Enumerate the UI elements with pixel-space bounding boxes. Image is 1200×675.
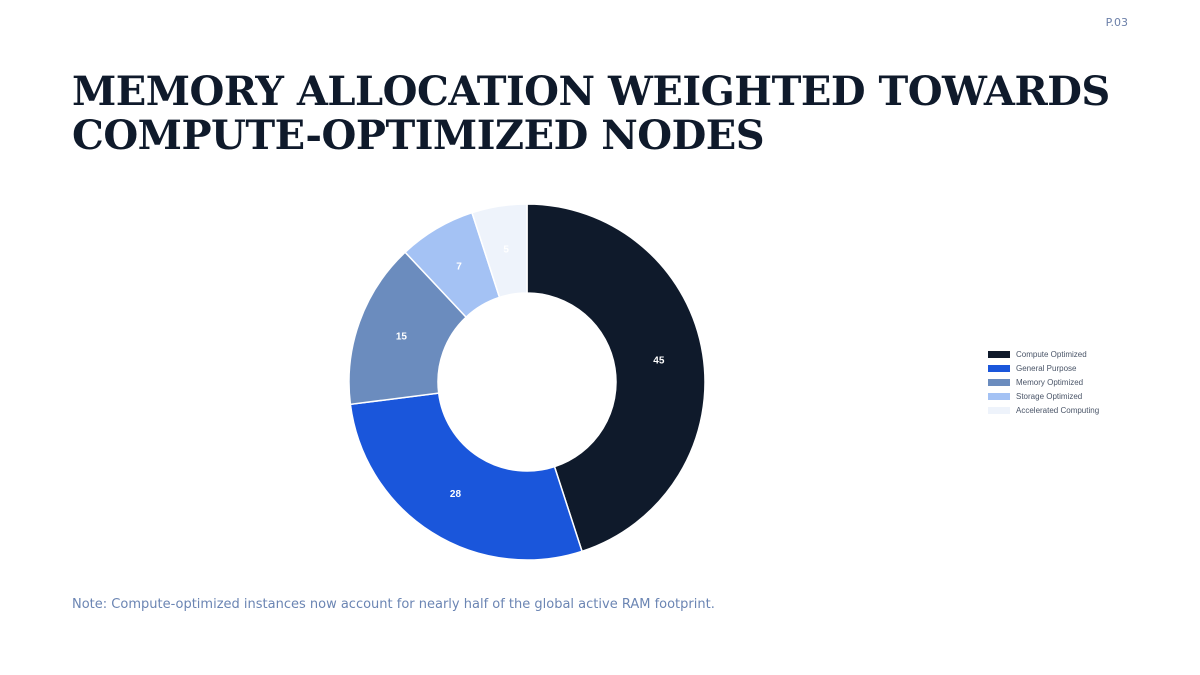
page-title: MEMORY ALLOCATION WEIGHTED TOWARDS COMPU… [72,70,1132,158]
title-line-1: MEMORY ALLOCATION WEIGHTED TOWARDS [72,68,1110,115]
page-number: P.03 [1105,16,1128,29]
slice-value-label: 15 [396,331,408,342]
legend-label: Compute Optimized [1016,350,1087,360]
legend-item-memory-optimized: Memory Optimized [988,376,1099,390]
chart-note: Note: Compute-optimized instances now ac… [72,597,715,612]
legend-swatch [988,365,1010,373]
slice-value-label: 5 [503,245,509,256]
donut-labels: 45 28 15 7 5 [396,245,665,501]
legend-swatch [988,351,1010,359]
donut-slice-general-purpose [349,392,583,561]
legend-label: Storage Optimized [1016,391,1083,401]
donut-slice-compute-optimized [526,203,706,553]
legend-swatch [988,378,1010,386]
title-line-2: COMPUTE-OPTIMIZED NODES [72,112,765,159]
chart-legend: Compute Optimized General Purpose Memory… [988,348,1099,417]
legend-item-accelerated-computing: Accelerated Computing [988,403,1099,417]
donut-slice-accelerated-computing [471,203,528,299]
legend-label: Accelerated Computing [1016,405,1100,415]
legend-item-general-purpose: General Purpose [988,362,1099,376]
slice-value-label: 7 [456,262,462,273]
slice-value-label: 28 [450,489,462,500]
legend-label: General Purpose [1016,364,1077,374]
legend-label: Memory Optimized [1016,377,1084,387]
legend-item-storage-optimized: Storage Optimized [988,389,1099,403]
legend-swatch [988,392,1010,400]
donut-slices [348,203,706,561]
slice-value-label: 45 [653,356,665,367]
legend-item-compute-optimized: Compute Optimized [988,348,1099,362]
donut-slice-memory-optimized [348,251,468,406]
legend-swatch [988,406,1010,414]
